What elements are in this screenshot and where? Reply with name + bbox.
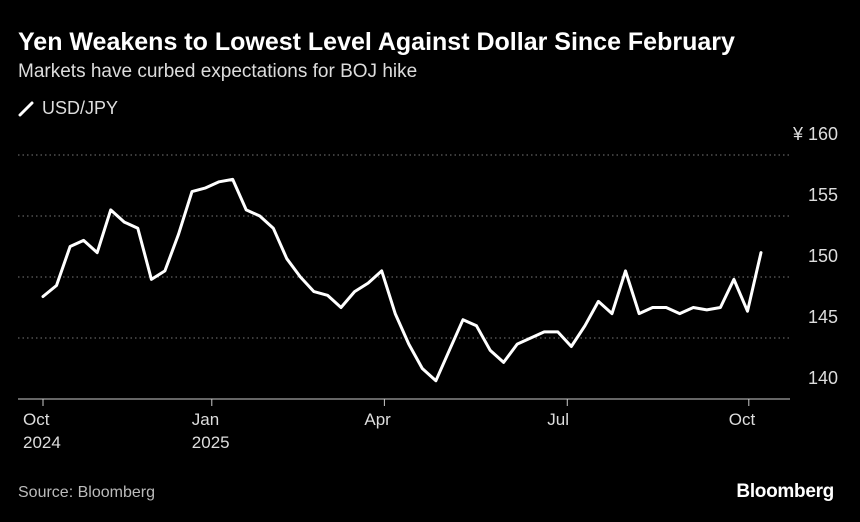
x-tick-label: Oct [728,410,756,429]
y-tick-label: 140 [807,368,838,388]
x-tick-label: Jan 2025 [191,410,230,452]
source: Source: Bloomberg [18,484,155,501]
chart-subtitle: Markets have curbed expectations for BOJ… [18,61,418,82]
y-tick-label: 145 [807,307,838,327]
line-series [41,177,763,383]
brand: Bloomberg [736,481,834,502]
x-tick-label: Jul [547,410,569,429]
legend-swatch [18,101,34,116]
y-tick-label: 150 [807,246,838,266]
legend: USD/JPY [18,98,118,119]
y-tick-label: 155 [807,185,838,205]
chart-title: Yen Weakens to Lowest Level Against Doll… [18,28,735,56]
x-tick-label: Oct 2024 [23,410,61,452]
y-tick-label: ¥ 160 [792,124,838,144]
legend-label: USD/JPY [42,98,119,118]
x-tick-label: Apr [364,410,391,429]
